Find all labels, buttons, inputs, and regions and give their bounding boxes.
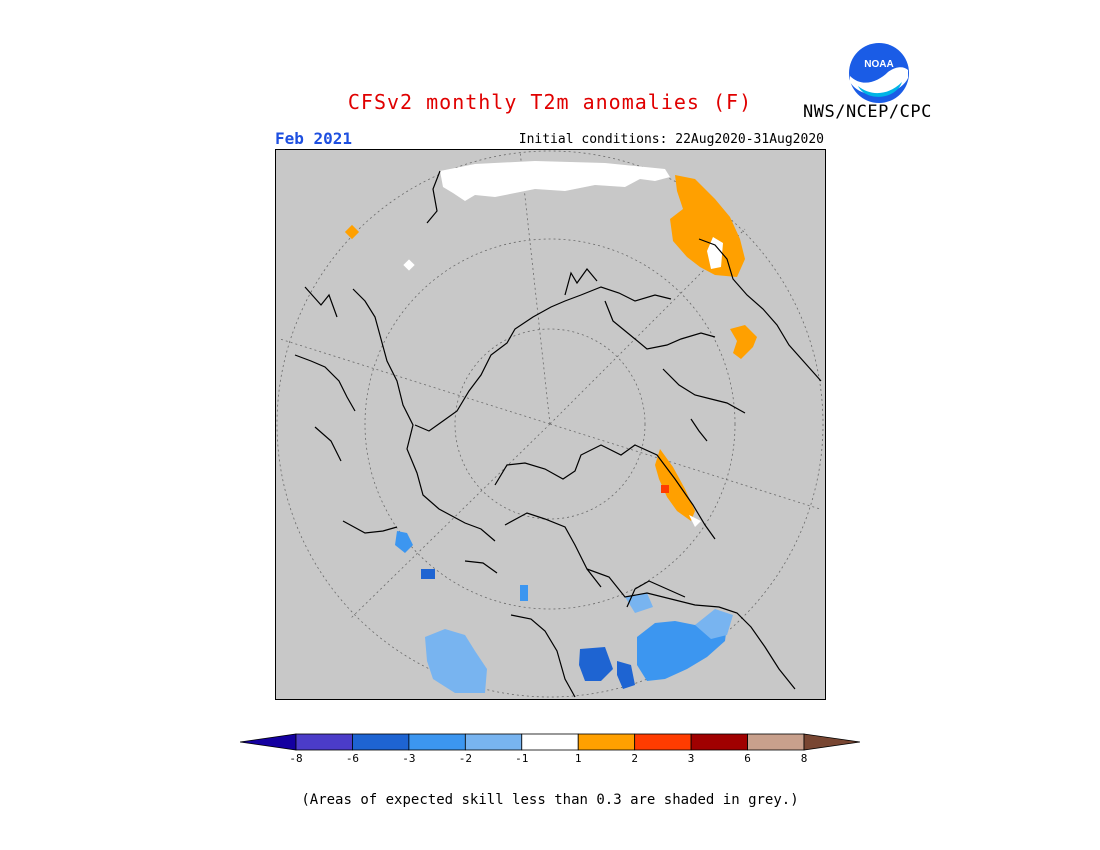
- neutral-region-siberia: [707, 237, 723, 269]
- colorbar-tick-label: -6: [345, 752, 360, 765]
- warm-dot-west: [344, 224, 360, 240]
- initial-conditions: Initial conditions: 22Aug2020-31Aug2020: [518, 132, 824, 147]
- colorbar-tick-label: -1: [515, 752, 529, 765]
- graticule: [276, 150, 824, 698]
- cool-region-southwest: [425, 629, 487, 693]
- colorbar-box: [352, 733, 410, 751]
- colorbar-box: [408, 733, 466, 751]
- colorbar-box: [747, 733, 805, 751]
- colorbar-box: [577, 733, 636, 751]
- colorbar-arrow-high: [803, 733, 860, 751]
- warm-region-east: [730, 325, 757, 359]
- colorbar-box: [690, 733, 748, 751]
- noaa-logo-text: NOAA: [864, 59, 893, 70]
- colorbar-tick-label: 1: [574, 752, 582, 765]
- cool-region-west-coast: [395, 531, 413, 553]
- colorbar-box: [295, 733, 353, 751]
- cool-region-europe-central: [617, 661, 635, 689]
- colorbar-tick-label: -2: [458, 752, 472, 765]
- cool-region-europe-west: [579, 647, 613, 681]
- colorbar-tick-label: 2: [631, 752, 638, 765]
- colorbar-tick-label: 8: [800, 752, 808, 765]
- cool-region-central: [520, 585, 528, 601]
- colorbar-ticks: -8 -6 -3 -2 -1 1 2 3 6 8: [0, 752, 1100, 768]
- polar-map: [275, 149, 826, 700]
- colorbar: [240, 733, 860, 751]
- warm-region-siberia: [670, 175, 745, 277]
- colorbar-box: [634, 733, 692, 751]
- colorbar-tick-label: 3: [687, 752, 695, 765]
- forecast-period: Feb 2021: [275, 129, 353, 148]
- neutral-region-north: [440, 161, 670, 201]
- colorbar-box: [464, 733, 523, 751]
- map-title: CFSv2 monthly T2m anomalies (F): [347, 90, 753, 114]
- neutral-region-scandinavia: [689, 515, 701, 527]
- coastlines: [294, 170, 822, 698]
- skill-footnote: (Areas of expected skill less than 0.3 a…: [301, 792, 799, 808]
- colorbar-tick-label: -3: [402, 752, 416, 765]
- agency-label: NWS/NCEP/CPC: [803, 102, 932, 122]
- hot-spot: [661, 485, 669, 493]
- colorbar-tick-label: -8: [289, 752, 303, 765]
- noaa-logo: NOAA: [849, 43, 909, 103]
- cool-region-rockies: [421, 569, 435, 579]
- cool-region-russia: [637, 619, 727, 681]
- cool-region-russia-light: [695, 609, 733, 639]
- cool-region-northeast: [625, 593, 653, 613]
- colorbar-box: [521, 733, 579, 751]
- warm-region-scandinavia: [655, 449, 695, 521]
- colorbar-tick-label: 6: [744, 752, 751, 765]
- colorbar-arrow-low: [240, 733, 297, 751]
